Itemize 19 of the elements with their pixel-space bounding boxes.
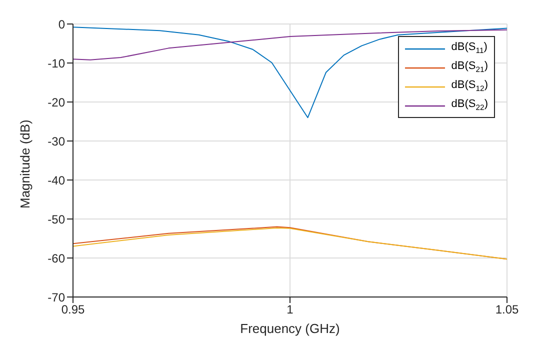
x-tick-label: 1.05 xyxy=(495,302,519,317)
y-tick-label: -30 xyxy=(48,134,66,148)
y-tick-label: -70 xyxy=(48,290,66,304)
line-series xyxy=(73,26,507,118)
x-tick-label: 0.95 xyxy=(61,302,85,317)
legend-label: dB(S$_{12}$) xyxy=(451,79,488,94)
y-tick-label: -50 xyxy=(48,212,66,226)
x-tick-label: 1 xyxy=(286,302,294,317)
y-tick-label: -40 xyxy=(48,173,66,188)
y-axis-title: Magnitude (dB) xyxy=(18,120,33,208)
legend-label: dB(S$_{21}$) xyxy=(451,60,488,75)
y-tick-label: -20 xyxy=(48,95,66,110)
x-axis-title: Frequency (GHz) xyxy=(240,321,340,336)
line-series xyxy=(73,29,507,60)
y-tick-label: 0 xyxy=(58,17,66,32)
legend-label: dB(S$_{22}$) xyxy=(451,98,488,113)
y-tick-label: -60 xyxy=(48,251,66,266)
y-tick-label: -10 xyxy=(48,56,66,70)
legend-label: dB(S$_{11}$) xyxy=(451,41,488,56)
